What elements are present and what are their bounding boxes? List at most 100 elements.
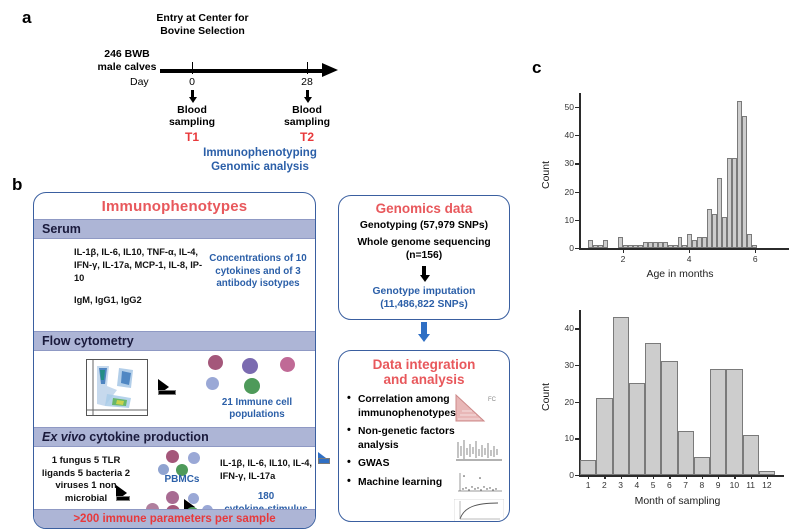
histogram-bar — [682, 245, 688, 248]
timeline-tick-day28 — [307, 62, 308, 74]
timepoint-label-t1: T1 — [184, 130, 199, 144]
panel-b-workflow: b Immunophenotypes Serum IL-1β, IL-6, IL… — [0, 170, 520, 530]
x-axis-tick — [636, 476, 639, 479]
x-axis-tick — [669, 476, 671, 479]
x-axis-tick-label: 2 — [602, 480, 607, 490]
y-axis-tick — [575, 163, 579, 165]
y-axis-tick — [575, 248, 579, 250]
genotype-imputation-text: Genotype imputation (11,486,822 SNPs) — [339, 285, 509, 311]
histogram-bar — [647, 242, 653, 248]
pbmc-label: PBMCs — [164, 474, 200, 485]
y-axis-tick-label: 40 — [564, 323, 574, 334]
timeline-day28-value: 28 — [301, 76, 313, 88]
histogram-bar — [677, 236, 683, 248]
panel-letter-a: a — [22, 8, 32, 27]
x-axis-tick — [734, 476, 736, 479]
histogram-bar — [657, 242, 663, 248]
x-axis-tick — [755, 249, 757, 253]
x-axis-tick — [701, 476, 704, 479]
histogram-bar — [746, 233, 752, 248]
exvivo-cytokine-list: IL-1β, IL-6, IL10, IL-4, IFN-γ, IL-17a — [220, 458, 312, 481]
data-integration-box: Data integration and analysis Correlatio… — [338, 350, 510, 522]
histogram-bar — [622, 245, 628, 248]
x-axis-tick-label: 7 — [683, 480, 688, 490]
histogram-bar — [697, 236, 703, 248]
y-axis-tick — [575, 135, 579, 137]
histogram-bar — [645, 343, 662, 475]
timeline-cohort-label: 246 BWB male calves — [97, 48, 157, 73]
serum-section-header: Serum — [34, 219, 315, 239]
list-item: GWAS — [347, 456, 467, 471]
histogram-bar — [741, 115, 747, 248]
y-axis-tick-label: 10 — [564, 214, 574, 225]
x-axis-line — [579, 475, 784, 477]
histogram-bar — [710, 368, 727, 475]
y-axis-tick-label: 0 — [569, 243, 574, 253]
genomics-genotyping-text: Genotyping (57,979 SNPs) — [359, 220, 489, 231]
flow-cytometry-svg — [87, 360, 147, 415]
x-axis-tick-label: 12 — [762, 480, 772, 490]
flow-cytometry-result-text: 21 Immune cell populations — [221, 397, 293, 420]
histogram-bar — [727, 157, 733, 248]
exvivo-section-header: Ex vivo cytokine production — [34, 427, 315, 447]
x-axis-line — [579, 248, 789, 250]
genomics-down-arrow-icon — [419, 266, 430, 282]
x-axis-tick-label: 6 — [752, 254, 758, 264]
pbmc-cell-illustration — [144, 450, 214, 476]
x-axis-tick-label: 3 — [618, 480, 623, 490]
y-axis-tick — [575, 475, 579, 477]
svg-text:FC: FC — [488, 397, 497, 403]
y-axis-tick — [575, 365, 579, 367]
month-histogram-chart: 0 10 20 30 40 Count 1 2 3 4 5 6 7 8 9 10 11 12 Month of sa… — [520, 300, 800, 525]
histogram-bar — [612, 317, 629, 475]
histogram-bar — [580, 460, 597, 475]
y-axis-tick — [575, 438, 579, 440]
list-item: Correlation among immunophenotypes — [347, 392, 467, 420]
x-axis-tick-label: 6 — [667, 480, 672, 490]
x-axis-tick-label: 10 — [729, 480, 740, 490]
histogram-bar — [672, 245, 678, 248]
x-axis-tick-label: 9 — [715, 480, 721, 490]
histogram-bar — [632, 245, 638, 248]
x-axis-tick-label: 4 — [686, 254, 692, 264]
histogram-bar — [662, 242, 668, 248]
age-histogram-chart: 0 10 20 30 40 50 Count 2 4 6 Age in months — [520, 85, 800, 280]
exvivo-result-number: 180 — [257, 491, 275, 502]
forest-plot-thumbnail — [454, 436, 504, 464]
histogram-bar — [722, 217, 728, 248]
flow-cytometry-section-header: Flow cytometry — [34, 331, 315, 351]
exvivo-arrow-icon-1 — [116, 485, 130, 501]
timeline-blood-sampling-t1: Blood sampling — [168, 104, 216, 128]
exvivo-header-italic: Ex vivo — [42, 430, 86, 444]
x-axis-tick-label: 5 — [650, 480, 656, 490]
histogram-bar — [758, 471, 775, 475]
histogram-bar — [687, 233, 693, 248]
data-integration-title-line2: and analysis — [383, 372, 465, 387]
list-item: Non-genetic factors analysis — [347, 424, 467, 452]
down-arrow-icon-t1 — [188, 90, 197, 103]
histogram-bar — [702, 236, 708, 248]
y-axis-tick-label: 30 — [564, 360, 574, 370]
list-item: Machine learning — [347, 475, 467, 490]
genomics-data-box: Genomics data Genotyping (57,979 SNPs) W… — [338, 195, 510, 320]
histogram-bar — [598, 245, 604, 248]
x-axis-tick — [766, 476, 769, 479]
panel-c-histograms: c 0 10 20 30 40 50 Count 2 4 6 Age in months 0 10 20… — [520, 0, 800, 530]
exvivo-stimuli-list: 1 fungus 5 TLR ligands 5 bacteria 2 viru… — [41, 455, 131, 504]
serum-isotype-list: IgM, IgG1, IgG2 — [74, 295, 142, 305]
exvivo-header-rest: cytokine production — [85, 430, 209, 444]
x-axis-tick — [718, 476, 720, 479]
genomics-title: Genomics data — [375, 201, 473, 216]
panel-letter-b: b — [12, 175, 23, 194]
y-axis-label: Count — [540, 382, 552, 411]
histogram-bar — [692, 239, 698, 248]
y-axis-tick — [575, 219, 579, 221]
x-axis-tick — [750, 476, 752, 479]
x-axis-tick — [620, 476, 622, 479]
timeline-analysis-line1: Immunophenotyping — [203, 147, 317, 159]
y-axis-tick-label: 30 — [564, 158, 574, 169]
timeline-entry-note: Entry at Center for Bovine Selection — [156, 12, 249, 37]
immune-cell-illustration — [204, 353, 312, 397]
flow-cytometry-section-body: 21 Immune cell populations — [34, 351, 315, 427]
x-axis-tick — [689, 249, 691, 253]
